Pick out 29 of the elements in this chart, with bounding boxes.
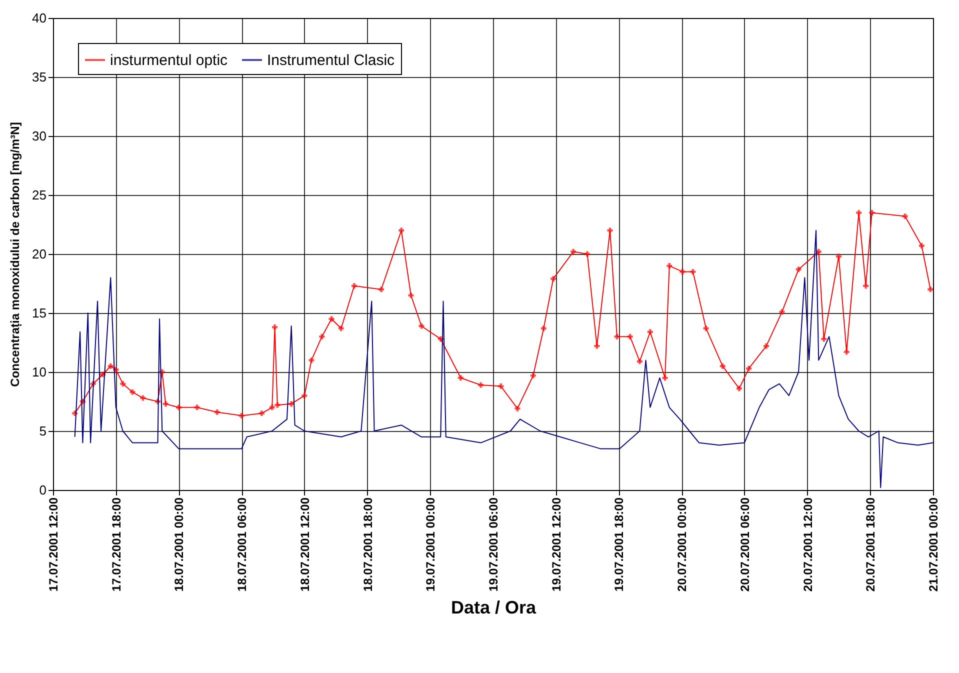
x-tick-label: 18.07.2001 06:00 <box>235 497 250 592</box>
y-axis-title: Concentrația monoxidului de carbon [mg/m³N] <box>8 122 22 387</box>
x-tick-label: 17.07.2001 12:00 <box>46 497 60 592</box>
x-tick-label: 19.07.2001 18:00 <box>612 497 626 592</box>
x-tick-label: 19.07.2001 06:00 <box>486 497 500 592</box>
x-tick-label: 21.07.2001 00:00 <box>926 497 940 592</box>
x-tick-label: 18.07.2001 00:00 <box>172 497 186 592</box>
x-tick-label: 18.07.2001 12:00 <box>298 497 312 592</box>
y-tick-label: 20 <box>32 246 46 262</box>
x-tick-label: 19.07.2001 00:00 <box>424 497 438 592</box>
x-tick-label: 17.07.2001 18:00 <box>109 497 124 592</box>
x-tick-label: 19.07.2001 12:00 <box>549 497 564 592</box>
y-tick-label: 30 <box>32 128 46 144</box>
y-tick-label: 15 <box>32 306 46 320</box>
y-tick-label: 40 <box>32 10 46 26</box>
x-axis-title: Data / Ora <box>450 598 537 618</box>
line-series <box>74 230 933 488</box>
y-tick-label: 25 <box>32 188 46 202</box>
x-tick-label: 18.07.2001 18:00 <box>360 497 375 592</box>
x-tick-label: 20.07.2001 18:00 <box>864 497 878 592</box>
x-tick-label: 20.07.2001 00:00 <box>675 497 690 592</box>
y-tick-label: 35 <box>32 70 46 84</box>
y-tick-label: 10 <box>32 364 46 380</box>
y-tick-label: 0 <box>39 482 46 498</box>
x-tick-label: 20.07.2001 06:00 <box>738 497 752 592</box>
legend-label: Instrumentul Clasic <box>267 52 396 69</box>
legend-label: insturmentul optic <box>110 52 228 69</box>
y-tick-label: 5 <box>39 424 46 438</box>
x-tick-label: 20.07.2001 12:00 <box>800 497 815 592</box>
